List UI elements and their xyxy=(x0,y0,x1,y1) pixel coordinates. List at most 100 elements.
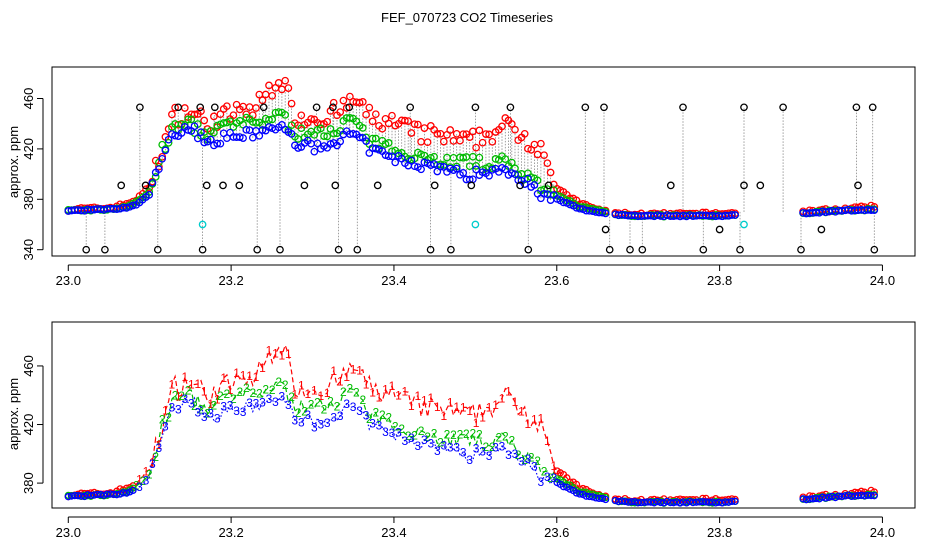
series3-marker: 3 xyxy=(149,457,156,471)
series1-marker: 1 xyxy=(421,393,428,407)
series2-marker: 2 xyxy=(282,378,289,392)
y-tick-label: 380 xyxy=(21,472,36,494)
series3-point xyxy=(595,494,603,503)
series2-marker: 2 xyxy=(152,450,159,464)
series3-point xyxy=(812,494,820,503)
calibration-mid-point xyxy=(117,181,126,190)
series3-point xyxy=(384,152,393,161)
series1-marker: 1 xyxy=(240,368,247,382)
series3-marker: 3 xyxy=(369,417,376,431)
series3-marker: 3 xyxy=(518,455,525,469)
series3-marker: 3 xyxy=(492,441,499,455)
series2-point xyxy=(323,132,332,141)
series3-point xyxy=(200,138,209,147)
series1-point xyxy=(384,119,393,128)
series1-marker: 1 xyxy=(389,379,396,393)
calibration-mid-point xyxy=(715,225,724,234)
series1-point xyxy=(446,126,455,134)
calibration-high-point xyxy=(136,103,144,112)
series2-marker: 2 xyxy=(347,382,354,396)
series1-marker: 1 xyxy=(201,385,208,399)
series2-marker: 2 xyxy=(528,450,535,464)
series2-point xyxy=(281,111,290,119)
series3-point xyxy=(663,497,671,506)
calibration-high-point xyxy=(740,103,748,112)
calibration-high-point xyxy=(868,103,877,112)
series2-marker: 2 xyxy=(224,387,231,401)
series1-point xyxy=(210,112,218,121)
series1-point xyxy=(410,120,419,129)
series1-point xyxy=(197,107,205,116)
series3-point xyxy=(530,181,539,189)
series3-point xyxy=(184,126,192,134)
series1-marker: 1 xyxy=(453,400,460,414)
calibration-mid-point xyxy=(202,181,211,190)
series3-marker: 3 xyxy=(363,409,370,423)
series2-marker: 2 xyxy=(437,436,444,450)
calibration-low-point xyxy=(699,245,708,254)
series2-marker: 2 xyxy=(308,397,315,411)
series2-point xyxy=(507,158,516,167)
calibration-mid-point xyxy=(300,181,309,190)
series1-marker: 1 xyxy=(330,364,337,378)
series2-marker: 2 xyxy=(353,386,360,400)
series3-point xyxy=(585,492,594,501)
series2-marker: 2 xyxy=(288,390,295,404)
series2-point xyxy=(430,152,438,161)
series2-point xyxy=(184,115,192,124)
series1-marker: 1 xyxy=(350,363,357,377)
series1-point xyxy=(229,111,238,120)
series1-marker: 1 xyxy=(518,404,525,418)
series1-marker: 1 xyxy=(408,399,415,413)
series1-point xyxy=(543,159,552,168)
series3-marker: 3 xyxy=(240,405,247,419)
series1-point xyxy=(537,139,545,148)
series3-marker: 3 xyxy=(207,407,214,421)
series3-marker: 3 xyxy=(292,414,299,428)
series2-point xyxy=(358,124,367,132)
series1-marker: 1 xyxy=(434,400,441,414)
series2-marker: 2 xyxy=(359,393,366,407)
series3-point xyxy=(391,158,400,167)
series1-point xyxy=(258,96,267,105)
x-tick-label: 23.0 xyxy=(56,525,81,540)
series1-point xyxy=(524,144,532,153)
series3-point xyxy=(870,492,878,500)
series1-marker: 1 xyxy=(356,364,363,378)
series3-point xyxy=(488,165,497,174)
series3-point xyxy=(566,200,574,209)
series1-point xyxy=(459,130,468,139)
series1-point xyxy=(371,110,380,119)
series2-marker: 2 xyxy=(243,381,250,395)
series2-marker: 2 xyxy=(470,427,477,441)
series1-marker: 1 xyxy=(149,456,156,470)
series1-point xyxy=(316,120,325,129)
series2-point xyxy=(491,155,500,163)
series2-marker: 2 xyxy=(483,440,490,454)
series3-point xyxy=(417,165,425,174)
series1-marker: 1 xyxy=(473,416,480,430)
calibration-low-point xyxy=(447,245,455,254)
x-tick-label: 23.6 xyxy=(544,273,569,288)
series2-marker: 2 xyxy=(159,413,166,427)
series1-point xyxy=(404,117,413,125)
series1-point xyxy=(216,110,225,119)
series2-point xyxy=(384,139,393,147)
series1-point xyxy=(520,129,529,138)
series3-point xyxy=(426,161,435,169)
series1-point xyxy=(171,103,179,112)
series2-marker: 2 xyxy=(321,403,328,417)
series3-point xyxy=(235,133,244,141)
top-y-axis-label: approx. ppm xyxy=(6,126,21,198)
series2-point xyxy=(268,115,277,124)
series3-point xyxy=(598,208,607,217)
calibration-high-point xyxy=(329,103,337,112)
series2-point xyxy=(475,153,484,162)
calibration-high-point xyxy=(581,103,590,112)
series3-point xyxy=(216,139,225,148)
series2-marker: 2 xyxy=(139,474,146,488)
series1-marker: 1 xyxy=(266,344,273,358)
series3-point xyxy=(452,164,461,173)
series2-marker: 2 xyxy=(230,392,237,406)
